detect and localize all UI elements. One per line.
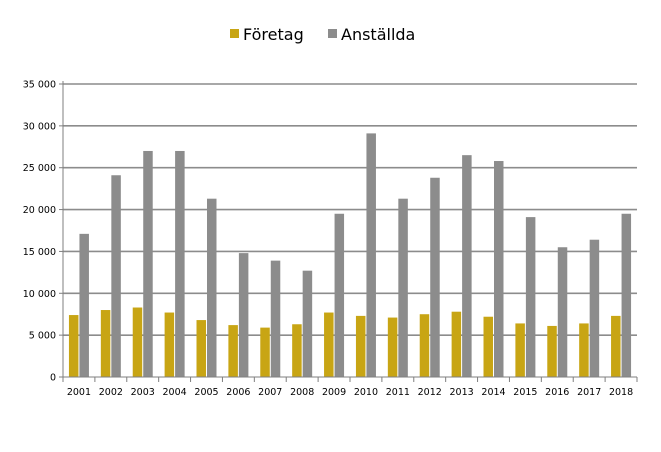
bar-foretag-2006: [228, 325, 238, 377]
bar-anstallda-2001: [79, 233, 89, 377]
y-axis-ticks: 0 5 000 10 000 15 000 20 000 25 000 30 000 35 0…: [23, 80, 63, 384]
bar-foretag-2004: [164, 312, 175, 377]
bar-anstallda-2018: [621, 213, 632, 377]
bar-anstallda-2003: [143, 150, 153, 377]
legend: Företag Anställda: [230, 25, 415, 44]
y-tick-label: 25 000: [23, 163, 56, 174]
bar-foretag-2018: [611, 315, 621, 377]
y-tick-label: 30 000: [23, 121, 56, 132]
x-tick-label: 2010: [354, 387, 378, 398]
bar-foretag-2005: [196, 320, 206, 377]
x-tick-label: 2007: [258, 387, 282, 398]
bar-anstallda-2010: [366, 133, 376, 377]
bar-anstallda-2013: [462, 155, 472, 377]
bar-foretag-2002: [100, 310, 111, 377]
x-tick-label: 2002: [99, 387, 123, 398]
y-tick-label: 10 000: [23, 289, 56, 300]
bar-foretag-2017: [579, 323, 589, 377]
x-tick-label: 2006: [226, 387, 250, 398]
bar-foretag-2001: [68, 315, 79, 377]
legend-label-0: Företag: [243, 25, 304, 44]
x-tick-label: 2016: [545, 387, 569, 398]
x-tick-label: 2012: [418, 387, 442, 398]
x-tick-label: 2017: [577, 387, 601, 398]
bar-foretag-2007: [260, 327, 270, 377]
bar-anstallda-2015: [525, 217, 536, 377]
x-tick-label: 2008: [290, 387, 314, 398]
legend-swatch-1: [328, 29, 337, 38]
x-tick-label: 2014: [481, 387, 505, 398]
bar-anstallda-2011: [398, 198, 408, 377]
x-tick-label: 2011: [386, 387, 410, 398]
x-tick-label: 2009: [322, 387, 346, 398]
bar-foretag-2010: [355, 315, 366, 377]
legend-swatch-0: [230, 29, 239, 38]
bar-anstallda-2014: [494, 161, 504, 377]
bar-anstallda-2004: [175, 150, 185, 377]
x-tick-label: 2013: [450, 387, 474, 398]
bar-foretag-2003: [132, 307, 143, 377]
bar-anstallda-2002: [111, 175, 121, 377]
gridlines: [63, 83, 637, 336]
x-tick-label: 2015: [513, 387, 537, 398]
bar-anstallda-2009: [334, 213, 345, 377]
x-axis-ticks: 2001 2002 2003 2004 2005 2006 2007 2008 2009 2010…: [62, 377, 638, 398]
bar-anstallda-2017: [589, 239, 600, 377]
bar-foretag-2015: [515, 323, 525, 377]
x-tick-label: 2003: [131, 387, 155, 398]
bar-anstallda-2008: [302, 270, 313, 377]
y-tick-label: 5 000: [29, 331, 56, 342]
bar-foretag-2009: [324, 312, 334, 377]
bar-foretag-2011: [387, 317, 398, 377]
bar-anstallda-2005: [207, 198, 217, 377]
bar-foretag-2012: [419, 314, 430, 377]
y-tick-label: 15 000: [23, 247, 56, 258]
x-tick-label: 2004: [163, 387, 187, 398]
bar-anstallda-2016: [557, 247, 568, 377]
bar-foretag-2014: [483, 316, 493, 377]
bar-anstallda-2012: [430, 177, 440, 377]
x-tick-label: 2005: [194, 387, 218, 398]
legend-label-1: Anställda: [341, 25, 415, 44]
bar-anstallda-2006: [238, 253, 249, 377]
bar-foretag-2016: [547, 325, 557, 377]
y-tick-label: 0: [50, 373, 56, 384]
x-tick-label: 2018: [609, 387, 633, 398]
bar-anstallda-2007: [270, 260, 281, 377]
bar-foretag-2013: [451, 311, 462, 377]
bars: [68, 133, 632, 377]
y-tick-label: 35 000: [23, 80, 56, 91]
bar-foretag-2008: [292, 324, 302, 377]
y-tick-label: 20 000: [23, 205, 56, 216]
x-tick-label: 2001: [67, 387, 91, 398]
